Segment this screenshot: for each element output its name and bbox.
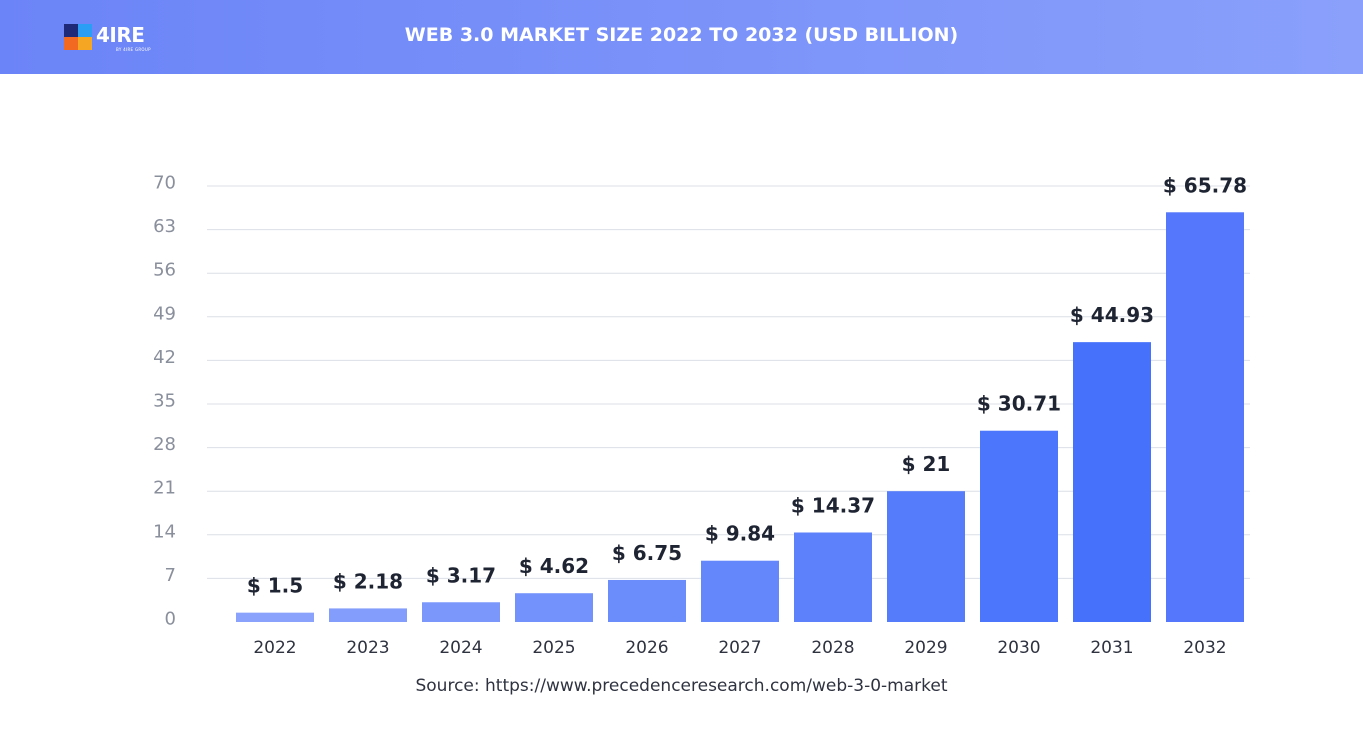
- x-tick-label: 2026: [625, 638, 668, 658]
- data-label-2023: $ 2.18: [333, 569, 403, 593]
- x-tick-label: 2032: [1183, 638, 1226, 658]
- bar-2030: [980, 430, 1058, 622]
- x-tick-label: 2028: [811, 638, 854, 658]
- source-note: Source: https://www.precedenceresearch.c…: [415, 676, 948, 696]
- data-label-2029: $ 21: [902, 452, 951, 476]
- bar-2024: [422, 602, 500, 622]
- y-tick-label: 14: [153, 521, 176, 542]
- y-tick-label: 21: [153, 478, 176, 499]
- y-tick-label: 42: [153, 347, 176, 368]
- data-label-2027: $ 9.84: [705, 522, 775, 546]
- x-tick-label: 2029: [904, 638, 947, 658]
- 4ire-logo-icon: [64, 24, 92, 50]
- bar-2026: [608, 579, 686, 622]
- logo-text: 4IRE: [96, 23, 145, 47]
- data-label-2024: $ 3.17: [426, 563, 496, 587]
- bar-2027: [701, 560, 779, 622]
- bar-2023: [329, 608, 407, 622]
- y-tick-label: 28: [153, 434, 176, 455]
- x-tick-label: 2025: [532, 638, 575, 658]
- data-labels: $ 1.5 $ 2.18 $ 3.17 $ 4.62 $ 6.75 $ 9.84 $ 14.…: [247, 173, 1247, 597]
- x-axis-ticks: 2022 2023 2024 2025 2026 2027 2028 2029 2030 2031…: [253, 638, 1226, 658]
- x-tick-label: 2022: [253, 638, 296, 658]
- y-tick-label: 0: [165, 609, 176, 630]
- x-tick-label: 2023: [346, 638, 389, 658]
- data-label-2030: $ 30.71: [977, 392, 1061, 416]
- data-label-2022: $ 1.5: [247, 574, 303, 598]
- bar-2032: [1166, 212, 1244, 622]
- x-tick-label: 2027: [718, 638, 761, 658]
- y-tick-label: 63: [153, 216, 176, 237]
- y-tick-label: 35: [153, 391, 176, 412]
- bar-2029: [887, 491, 965, 622]
- y-axis-ticks: 0 7 14 21 28 35 42 49 56 63 70: [153, 173, 176, 630]
- data-label-2032: $ 65.78: [1163, 173, 1247, 197]
- logo-subtext: BY 4IRE GROUP: [116, 47, 151, 52]
- y-tick-label: 70: [153, 173, 176, 194]
- data-label-2025: $ 4.62: [519, 554, 589, 578]
- bar-2025: [515, 593, 593, 622]
- y-tick-label: 56: [153, 260, 176, 281]
- bar-2028: [794, 532, 872, 622]
- x-tick-label: 2030: [997, 638, 1040, 658]
- bar-2031: [1073, 342, 1151, 622]
- bars: [236, 212, 1244, 622]
- x-tick-label: 2024: [439, 638, 482, 658]
- data-label-2028: $ 14.37: [791, 493, 875, 517]
- y-tick-label: 7: [165, 565, 176, 586]
- chart-title: WEB 3.0 MARKET SIZE 2022 TO 2032 (USD BI…: [404, 24, 959, 46]
- y-tick-label: 49: [153, 303, 176, 324]
- data-label-2031: $ 44.93: [1070, 303, 1154, 327]
- x-tick-label: 2031: [1090, 638, 1133, 658]
- bar-2022: [236, 612, 314, 622]
- data-label-2026: $ 6.75: [612, 541, 682, 565]
- header-banner: 4IRE BY 4IRE GROUP WEB 3.0 MARKET SIZE 2…: [0, 0, 1363, 74]
